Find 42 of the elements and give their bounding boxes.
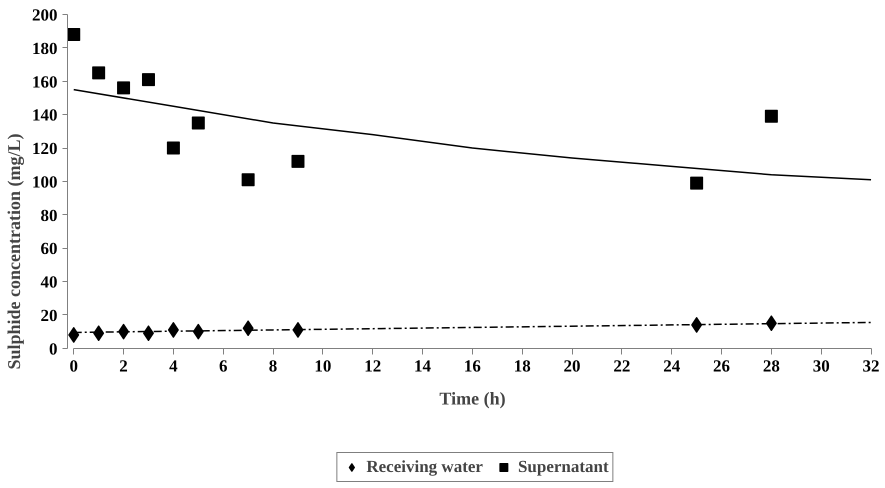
- point: [192, 116, 205, 130]
- point: [92, 66, 106, 80]
- legend-label: Supernatant: [518, 457, 609, 477]
- y-tick-label: 80: [40, 206, 58, 225]
- point: [68, 28, 80, 42]
- y-tick-label: 200: [32, 6, 58, 24]
- x-tick-label: 26: [713, 356, 730, 376]
- y-tick-label: 60: [40, 239, 58, 258]
- y-tick-label: 180: [32, 38, 58, 58]
- x-tick-label: 10: [314, 356, 332, 376]
- x-tick-label: 2: [119, 356, 128, 376]
- x-tick-label: 20: [564, 356, 581, 376]
- x-tick-label: 18: [514, 356, 531, 376]
- x-tick-label: 32: [862, 356, 880, 376]
- legend-label: Receiving water: [366, 457, 483, 477]
- x-tick-label: 28: [762, 356, 780, 376]
- point: [291, 154, 304, 168]
- x-tick-label: 22: [613, 356, 630, 376]
- x-tick-label: 16: [464, 356, 481, 376]
- x-tick-label: 12: [364, 356, 382, 376]
- y-tick-label: 120: [32, 139, 58, 158]
- x-tick-label: 14: [414, 356, 432, 376]
- point: [166, 142, 180, 155]
- point: [242, 173, 255, 186]
- y-tick-label: 140: [32, 106, 58, 125]
- point: [142, 73, 155, 86]
- y-tick-label: 20: [40, 306, 58, 325]
- y-tick-label: 0: [49, 339, 58, 358]
- point: [764, 110, 778, 123]
- y-tick-label: 100: [32, 172, 58, 192]
- point: [690, 176, 704, 190]
- x-tick-label: 8: [268, 356, 278, 376]
- x-tick-label: 6: [218, 356, 228, 376]
- y-tick-label: 40: [40, 272, 58, 292]
- x-axis-title: Time (h): [439, 388, 506, 408]
- y-tick-label: 160: [32, 72, 58, 92]
- x-tick-label: 0: [69, 356, 78, 376]
- x-tick-label: 30: [812, 356, 830, 376]
- y-axis-title: Sulphide concentration (mg/L): [4, 133, 24, 370]
- point: [117, 81, 130, 94]
- x-tick-label: 24: [663, 356, 681, 376]
- x-tick-label: 4: [169, 356, 178, 376]
